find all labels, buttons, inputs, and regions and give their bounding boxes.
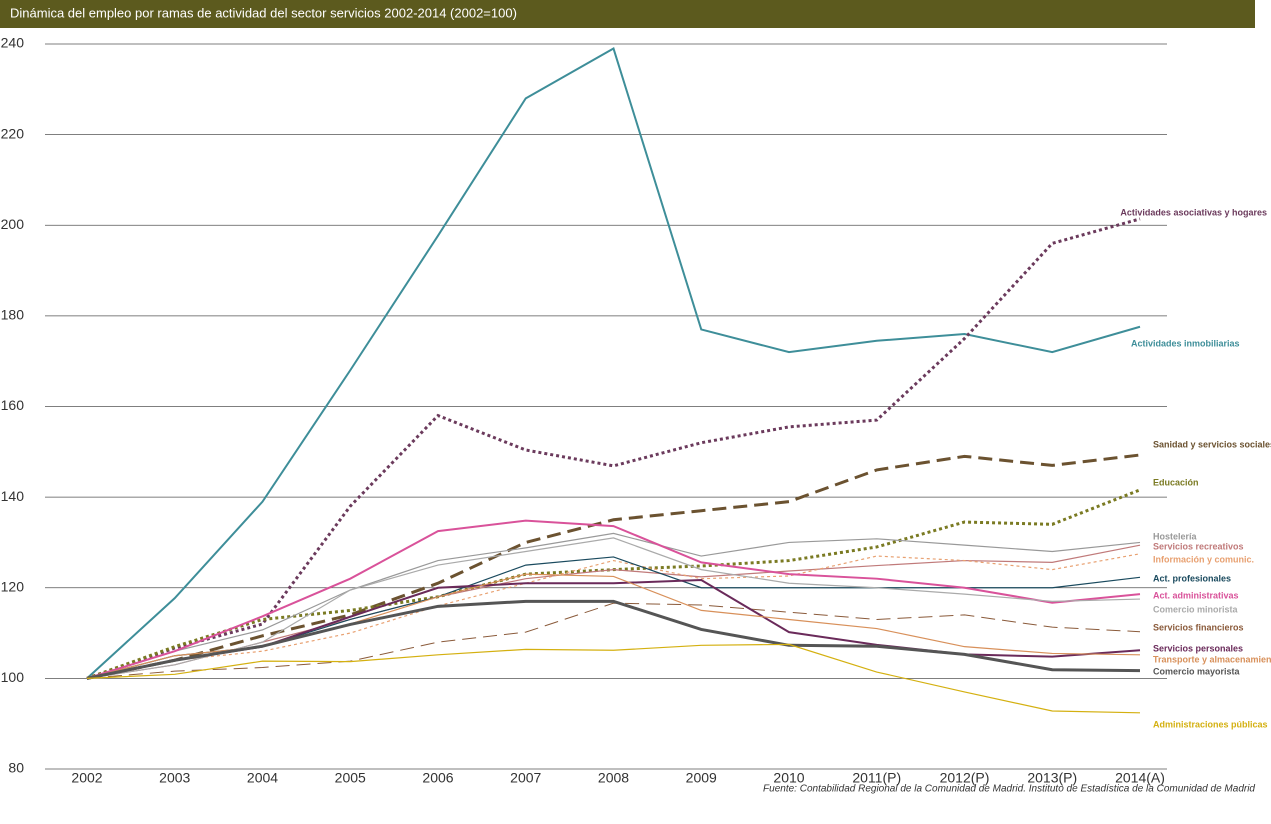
series-line bbox=[86, 453, 1141, 680]
source-note: Fuente: Contabilidad Regional de la Comu… bbox=[763, 784, 1255, 795]
legend-label: Hostelería bbox=[1153, 531, 1198, 541]
y-tick-label: 160 bbox=[1, 397, 25, 413]
series-line bbox=[86, 553, 1141, 679]
legend-label: Información y comunic. bbox=[1153, 554, 1254, 564]
y-tick-label: 240 bbox=[1, 35, 25, 51]
legend-label: Sanidad y servicios sociales bbox=[1153, 439, 1271, 449]
legend-label: Comercio minorista bbox=[1153, 604, 1239, 614]
series-line bbox=[86, 47, 1141, 680]
series-line bbox=[86, 537, 1141, 679]
x-tick-label: 2010 bbox=[773, 770, 804, 786]
y-tick-label: 80 bbox=[8, 760, 24, 776]
y-tick-label: 220 bbox=[1, 125, 25, 141]
legend-label: Servicios recreativos bbox=[1153, 541, 1244, 551]
y-tick-label: 100 bbox=[1, 669, 25, 685]
legend-label: Educación bbox=[1153, 477, 1199, 487]
legend-label: Administraciones públicas bbox=[1153, 719, 1268, 729]
x-tick-label: 2003 bbox=[159, 770, 190, 786]
x-tick-label: 2004 bbox=[247, 770, 278, 786]
x-tick-label: 2012(P) bbox=[940, 770, 990, 786]
series-line bbox=[86, 602, 1141, 679]
y-tick-label: 180 bbox=[1, 307, 25, 323]
legend-label: Act. administrativas bbox=[1153, 590, 1239, 600]
series-line bbox=[86, 532, 1141, 679]
legend-label: Servicios financieros bbox=[1153, 622, 1244, 632]
legend-label: Transporte y almacenamiento bbox=[1153, 654, 1271, 664]
series-line bbox=[86, 519, 1141, 680]
x-tick-label: 2009 bbox=[686, 770, 717, 786]
x-tick-label: 2011(P) bbox=[852, 770, 901, 786]
y-tick-label: 120 bbox=[1, 578, 25, 594]
series-line bbox=[86, 599, 1141, 680]
series-line bbox=[86, 217, 1141, 680]
x-tick-label: 2014(A) bbox=[1115, 770, 1165, 786]
y-tick-label: 200 bbox=[1, 216, 25, 232]
chart-title: Dinámica del empleo por ramas de activid… bbox=[10, 5, 517, 20]
legend-label: Servicios personales bbox=[1153, 643, 1243, 653]
x-tick-label: 2005 bbox=[335, 770, 366, 786]
x-tick-label: 2013(P) bbox=[1027, 770, 1077, 786]
legend-label: Comercio mayorista bbox=[1153, 666, 1241, 676]
x-tick-label: 2007 bbox=[510, 770, 541, 786]
legend-label: Actividades asociativas y hogares bbox=[1120, 207, 1267, 217]
x-tick-label: 2006 bbox=[422, 770, 453, 786]
series-line bbox=[86, 643, 1141, 714]
legend-label: Act. profesionales bbox=[1153, 573, 1231, 583]
y-tick-label: 140 bbox=[1, 488, 25, 504]
title-bar bbox=[0, 0, 1255, 28]
x-tick-label: 2008 bbox=[598, 770, 629, 786]
x-tick-label: 2002 bbox=[71, 770, 102, 786]
legend-label: Actividades inmobiliarias bbox=[1131, 338, 1240, 348]
